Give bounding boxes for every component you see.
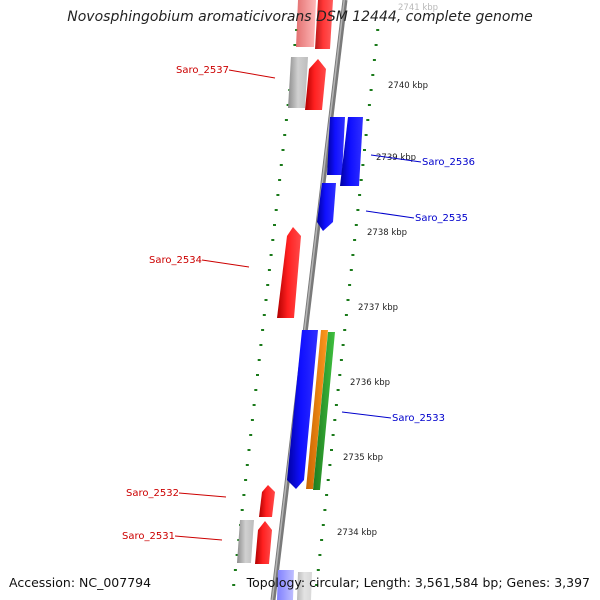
label-saro-2533: Saro_2533 [392, 413, 445, 424]
label-saro-2535: Saro_2535 [415, 213, 468, 224]
kbp-label-2737: 2737 kbp [358, 303, 398, 313]
leader-saro-2535 [365, 210, 415, 219]
kbp-label-2740: 2740 kbp [388, 81, 428, 91]
gene-red-saro-2534 [277, 227, 301, 318]
leader-saro-2531 [174, 535, 223, 541]
gene-gray-2537-neighbor [288, 57, 308, 108]
kbp-label-2736: 2736 kbp [350, 378, 390, 388]
gene-red-saro-2532 [259, 485, 275, 517]
gene-faded-blue-bottom [277, 570, 294, 600]
gene-orange-2533 [306, 330, 328, 489]
gene-labels: Saro_2537 Saro_2534 Saro_2532 Saro_2531 … [122, 65, 475, 542]
gene-faded-gray-top [296, 0, 316, 47]
genome-backbone-highlight [271, 0, 345, 600]
kbp-label-2735: 2735 kbp [343, 453, 383, 463]
topology-text: Topology: circular; Length: 3,561,584 bp… [246, 575, 590, 590]
label-saro-2531: Saro_2531 [122, 531, 175, 542]
gene-green-2533 [313, 332, 335, 490]
accession-text: Accession: NC_007794 [9, 575, 152, 590]
kbp-label-2738: 2738 kbp [367, 228, 407, 238]
label-saro-2537: Saro_2537 [176, 65, 229, 76]
leader-saro-2537 [228, 69, 276, 79]
leader-saro-2532 [178, 492, 227, 498]
gene-red-saro-2531 [255, 521, 272, 564]
label-saro-2536: Saro_2536 [422, 157, 475, 168]
leader-saro-2533 [341, 411, 392, 419]
label-saro-2534: Saro_2534 [149, 255, 202, 266]
gene-blue-saro-2535 [317, 183, 336, 231]
genome-backbone [270, 0, 348, 600]
genome-title: Novosphingobium aromaticivorans DSM 1244… [67, 9, 533, 25]
kbp-label-2741: 2741 kbp [398, 3, 438, 13]
leader-saro-2536 [370, 154, 422, 163]
gene-blue-left-2536 [327, 117, 345, 175]
gene-label-leaders [174, 69, 422, 541]
gene-red-saro-2537 [305, 59, 326, 110]
scale-ticks [232, 29, 380, 586]
gene-faded-red-top [315, 0, 333, 49]
leader-saro-2534 [201, 259, 250, 268]
gene-gray-2531-neighbor [237, 520, 254, 563]
gene-faded-gray-bottom [297, 572, 312, 600]
kbp-label-2734: 2734 kbp [337, 528, 377, 538]
gene-blue-saro-2533 [287, 330, 318, 489]
label-saro-2532: Saro_2532 [126, 488, 179, 499]
gene-blue-saro-2536 [340, 117, 363, 186]
